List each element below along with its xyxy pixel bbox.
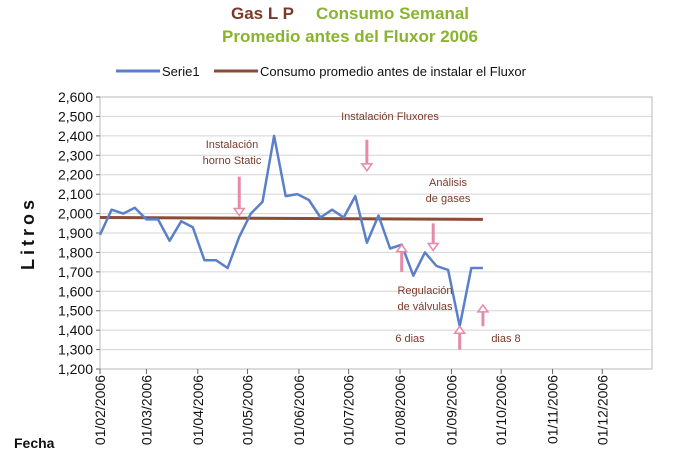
average-line	[99, 215, 483, 221]
x-tick-label: 01/03/2006	[138, 375, 154, 445]
y-tick-label: 1,800	[58, 244, 93, 260]
y-tick-label: 2,100	[58, 186, 93, 202]
x-tick-label: 01/12/2006	[594, 375, 610, 445]
annotation-label: dias 8	[491, 333, 520, 345]
annotation-arrowhead	[476, 303, 490, 313]
y-tick-label: 2,300	[58, 147, 93, 163]
serie1-line	[98, 134, 483, 328]
y-tick-label: 1,300	[58, 342, 93, 358]
x-tick-label: 01/06/2006	[291, 375, 307, 445]
x-tick-label: 01/10/2006	[493, 375, 509, 445]
x-tick-label: 01/04/2006	[190, 375, 206, 445]
x-axis-ticks: 01/02/2006 01/03/2006 01/04/2006 01/05/2006…	[92, 369, 610, 445]
series-serie1	[98, 134, 483, 328]
x-tick-label: 01/11/2006	[545, 375, 561, 444]
annotation-arrowhead	[453, 324, 467, 335]
y-tick-label: 2,000	[58, 206, 93, 222]
y-tick-label: 2,600	[58, 89, 93, 105]
x-tick-label: 01/08/2006	[392, 375, 408, 445]
x-axis-label: Fecha	[14, 435, 55, 450]
y-tick-label: 1,600	[58, 283, 93, 299]
gridlines	[100, 115, 652, 351]
y-tick-label: 1,700	[58, 264, 93, 280]
y-tick-label: 2,400	[58, 128, 93, 144]
annotation-arrowhead	[360, 163, 374, 173]
annotation-label: Regulación de válvulas	[397, 285, 453, 313]
annotations: Instalación horno Static Instalación Fluxo…	[203, 111, 521, 350]
y-tick-label: 1,500	[58, 303, 93, 319]
y-tick-label: 1,400	[58, 322, 93, 338]
annotation-label: Análisis de gases	[426, 177, 471, 205]
x-tick-label: 01/02/2006	[92, 375, 108, 445]
annotation-label: Instalación horno Static	[203, 139, 262, 167]
series-average-line	[99, 215, 483, 221]
y-tick-label: 1,200	[58, 361, 93, 377]
y-tick-label: 1,900	[58, 225, 93, 241]
chart-title: Gas L P Consumo Semanal	[231, 4, 469, 23]
annotation-label: 6 dias	[395, 333, 425, 345]
legend-label-average: Consumo promedio antes de instalar el Fl…	[260, 64, 527, 79]
chart-subtitle: Promedio antes del Fluxor 2006	[222, 27, 478, 46]
y-tick-label: 2,200	[58, 167, 93, 183]
annotation-arrowhead	[232, 207, 246, 217]
x-tick-label: 01/09/2006	[443, 375, 459, 445]
y-axis-ticks: 1,200 1,300 1,400 1,500 1,600 1,700 1,800 1,900…	[58, 89, 100, 377]
y-tick-label: 2,500	[58, 108, 93, 124]
legend: Serie1 Consumo promedio antes de instala…	[116, 64, 527, 79]
chart-title-part1: Gas L P	[231, 4, 294, 23]
y-axis-label: Litros	[18, 196, 38, 270]
x-tick-label: 01/07/2006	[341, 375, 357, 445]
annotation-arrowhead	[426, 242, 440, 252]
x-tick-label: 01/05/2006	[240, 375, 256, 445]
annotation-label: Instalación Fluxores	[341, 111, 439, 123]
annotation-arrowhead	[395, 243, 409, 253]
chart-title-part2: Consumo Semanal	[316, 4, 469, 23]
legend-label-serie1: Serie1	[162, 64, 200, 79]
